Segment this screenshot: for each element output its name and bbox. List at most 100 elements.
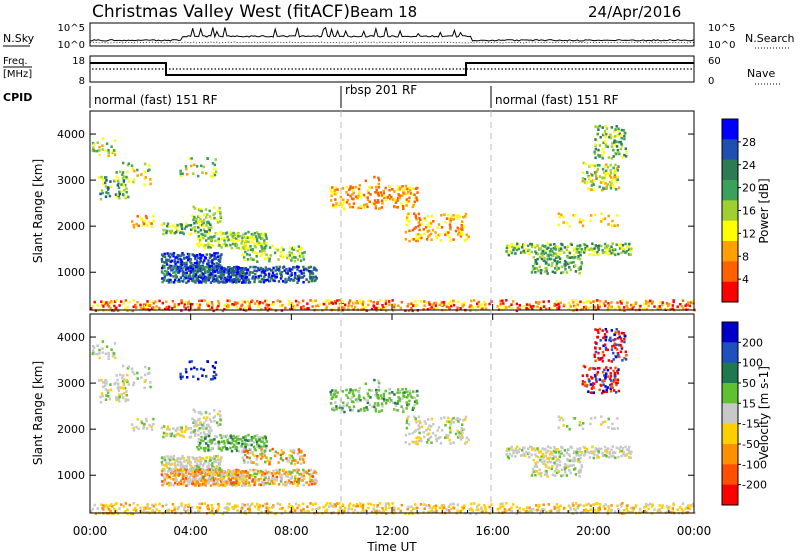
power-cell	[235, 276, 238, 280]
velocity-cell	[377, 379, 380, 383]
power-cell	[117, 186, 121, 190]
power-cell	[546, 242, 550, 245]
power-cell	[224, 281, 227, 284]
power-cell	[594, 299, 598, 303]
velocity-cell	[461, 505, 464, 509]
power-cell	[195, 259, 199, 263]
velocity-cell	[587, 390, 590, 393]
velocity-cell	[653, 508, 656, 511]
power-cell	[220, 272, 224, 275]
power-cell	[342, 201, 345, 205]
velocity-cell	[506, 447, 509, 451]
power-cell	[687, 303, 690, 307]
velocity-cell	[553, 470, 557, 473]
power-cell	[142, 224, 145, 227]
power-cell	[180, 279, 183, 283]
velocity-cell	[439, 436, 442, 439]
power-cell	[105, 142, 109, 145]
velocity-cell	[430, 417, 434, 421]
power-cell	[377, 201, 380, 204]
power-cell	[282, 280, 285, 283]
power-cell	[671, 304, 674, 307]
power-cell	[540, 269, 543, 272]
velocity-cell	[197, 469, 200, 472]
velocity-cell	[324, 503, 328, 507]
power-cell	[225, 278, 228, 282]
velocity-cell	[215, 455, 218, 458]
velocity-cell	[187, 505, 190, 509]
power-cell	[541, 244, 544, 247]
power-cell	[91, 149, 94, 153]
power-cell	[122, 175, 126, 178]
velocity-cell	[258, 483, 261, 486]
power-cell	[571, 256, 574, 259]
power-cell	[92, 141, 95, 145]
velocity-cell	[651, 503, 654, 507]
velocity-cell	[287, 479, 291, 482]
velocity-cell	[522, 452, 525, 456]
velocity-cell	[122, 505, 125, 508]
velocity-cell	[134, 506, 137, 510]
power-cell	[188, 157, 191, 161]
velocity-cell	[236, 504, 239, 508]
velocity-cell	[567, 504, 571, 508]
power-cell	[170, 269, 173, 272]
velocity-cell	[268, 482, 272, 486]
power-cell	[382, 194, 386, 198]
velocity-cell	[512, 503, 515, 506]
power-cell	[528, 252, 531, 256]
power-cell	[349, 205, 352, 209]
velocity-cell	[349, 388, 352, 391]
power-cell	[613, 186, 616, 189]
power-cell	[204, 208, 208, 211]
power-cell	[252, 233, 255, 237]
power-cell	[516, 242, 519, 246]
velocity-cell	[586, 450, 589, 454]
velocity-cell	[400, 503, 404, 507]
y-tick-label: 4000	[57, 331, 85, 344]
velocity-cell	[198, 477, 202, 480]
power-cell	[176, 304, 179, 308]
velocity-cell	[182, 483, 185, 486]
velocity-cell	[449, 429, 452, 432]
power-cell	[461, 302, 464, 306]
velocity-cell	[212, 483, 216, 486]
power-cell	[271, 269, 274, 272]
power-cell	[435, 236, 438, 240]
power-cell	[525, 247, 528, 251]
velocity-cell	[605, 388, 608, 392]
velocity-cell	[383, 399, 386, 402]
velocity-cell	[475, 508, 478, 512]
velocity-cell	[544, 447, 547, 451]
velocity-cell	[296, 478, 300, 481]
velocity-cell	[647, 503, 650, 507]
power-cell	[187, 269, 191, 272]
velocity-cell	[240, 484, 244, 487]
velocity-cell	[544, 454, 548, 458]
power-cell	[163, 275, 167, 278]
velocity-cell	[233, 473, 236, 477]
velocity-cell	[200, 459, 203, 463]
velocity-cell	[184, 368, 188, 371]
velocity-cell	[204, 484, 207, 487]
velocity-cell	[197, 438, 200, 441]
velocity-cell	[284, 480, 287, 484]
power-cell	[355, 301, 358, 305]
power-cell	[407, 309, 411, 312]
power-cell	[187, 224, 190, 227]
power-cell	[197, 266, 200, 269]
velocity-cell	[615, 383, 618, 387]
power-cell	[104, 149, 107, 153]
velocity-cell	[428, 428, 432, 432]
power-cell	[343, 306, 346, 310]
velocity-cell	[201, 471, 204, 474]
velocity-cell	[160, 456, 164, 459]
velocity-cell	[450, 507, 453, 511]
velocity-cell	[273, 477, 276, 480]
power-cell	[612, 166, 615, 170]
velocity-cell	[272, 505, 275, 509]
velocity-cell	[605, 335, 608, 339]
power-cell	[610, 305, 613, 309]
velocity-cell	[107, 357, 110, 361]
power-cell	[302, 274, 306, 278]
